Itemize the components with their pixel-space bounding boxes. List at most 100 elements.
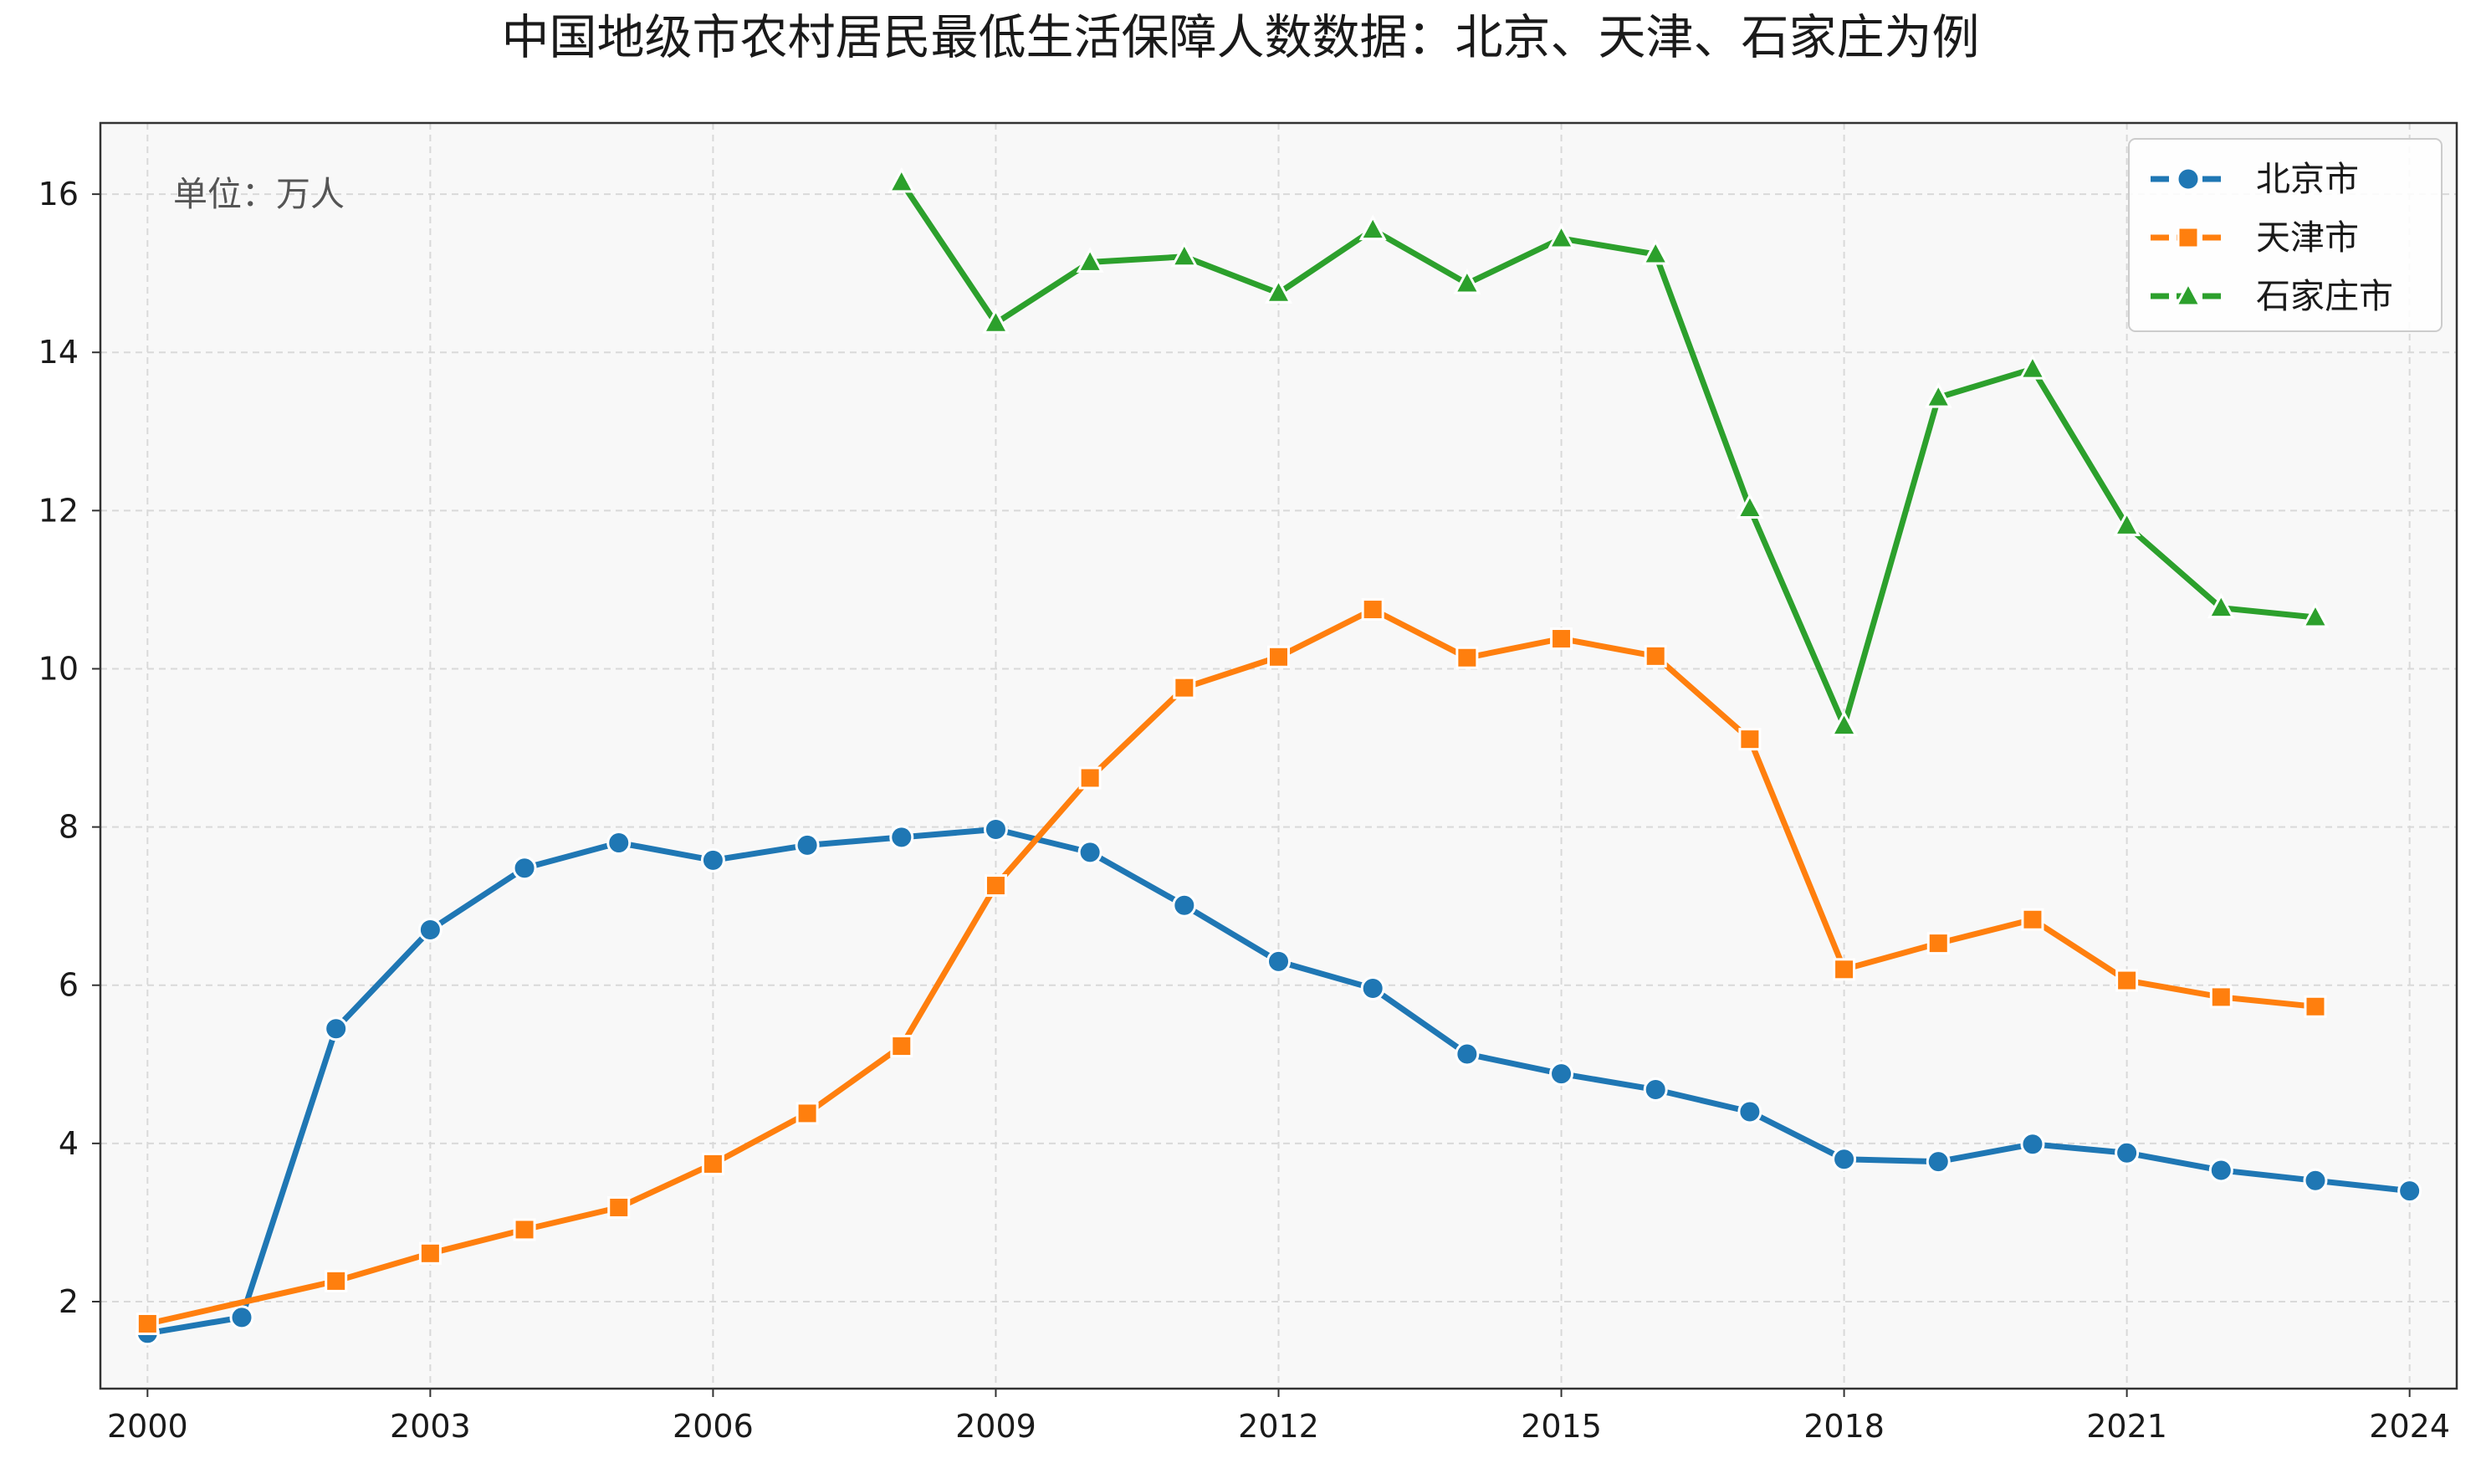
x-tick-label: 2021 [2086,1408,2167,1445]
data-point [984,874,1007,898]
data-point [890,1035,913,1058]
x-tick-label: 2018 [1803,1408,1885,1445]
x-tick-label: 2000 [107,1408,188,1445]
legend-label: 石家庄市 [2256,276,2393,316]
y-tick-label: 6 [59,967,79,1004]
data-point [2207,592,2235,619]
data-point [1643,1077,1668,1103]
data-point [1076,247,1104,273]
data-point [1360,976,1385,1001]
data-point [1547,223,1576,249]
data-point [700,847,725,872]
legend-box [2128,138,2443,332]
data-point [2020,1132,2045,1157]
data-point [1078,766,1102,790]
data-point [325,1269,348,1292]
data-point [513,1218,536,1241]
data-point [1172,893,1197,918]
series-layer [135,166,2422,1346]
data-point [2301,601,2330,628]
data-point [1455,1041,1480,1067]
series-3 [888,166,2330,737]
x-tick-label: 2012 [1238,1408,1319,1445]
y-tick-label: 2 [59,1283,79,1320]
data-point [2018,353,2047,380]
legend-marker [2177,226,2200,249]
data-point [2209,985,2233,1009]
data-point [2208,1158,2233,1183]
legend-item: 天津市 [2151,217,2359,258]
data-point [324,1016,349,1041]
data-point [889,825,914,850]
data-point [1170,241,1199,268]
data-point [2304,995,2327,1018]
y-tick-label: 12 [38,492,79,529]
grid-lines [100,123,2457,1389]
data-point [136,1312,159,1335]
data-point [1266,949,1291,974]
data-point [2115,969,2139,992]
legend-label: 天津市 [2256,217,2359,258]
data-point [418,1241,442,1265]
data-point [795,832,820,857]
data-point [1173,676,1196,699]
chart-title: 中国地级市农村居民最低生活保障人数数据：北京、天津、石家庄为例 [502,10,1980,65]
data-point [607,1195,631,1219]
y-tick-label: 14 [38,334,79,371]
series-1 [135,816,2422,1346]
data-point [795,1102,819,1125]
y-tick-label: 10 [38,650,79,687]
data-point [888,166,916,193]
data-point [1549,1062,1574,1087]
legend-item: 北京市 [2151,159,2359,199]
data-point [1737,1099,1762,1124]
data-point [1738,728,1762,751]
data-point [1926,932,1950,955]
data-point [981,308,1010,334]
data-point [606,831,632,856]
legend-item: 石家庄市 [2151,276,2393,316]
x-tick-label: 2006 [673,1408,754,1445]
data-point [2397,1179,2422,1204]
x-tick-label: 2015 [1521,1408,1602,1445]
data-point [417,918,442,943]
data-point [512,856,537,881]
data-point [229,1305,254,1330]
data-point [1830,710,1859,737]
data-point [2303,1168,2328,1193]
series-2 [136,598,2327,1335]
data-point [1264,278,1293,304]
data-point [1453,268,1481,294]
data-point [1455,646,1479,669]
data-point [983,816,1008,842]
y-tick-label: 4 [59,1125,79,1162]
data-point [1077,840,1102,865]
data-point [1550,627,1573,651]
data-point [2115,1140,2140,1165]
y-tick-label: 16 [38,176,79,212]
unit-annotation: 单位：万人 [173,174,345,214]
data-point [1736,493,1764,519]
data-point [1924,381,1952,408]
data-point [2113,510,2141,536]
x-tick-label: 2024 [2369,1408,2450,1445]
legend-label: 北京市 [2256,159,2359,199]
legend-marker [2176,166,2201,192]
data-point [1641,238,1670,265]
data-point [1267,645,1290,668]
data-point [1361,598,1384,622]
data-point [1644,644,1667,668]
data-point [1926,1149,1951,1174]
data-point [1832,1147,1857,1172]
data-point [1358,214,1387,241]
data-point [701,1152,724,1175]
data-point [1833,958,1856,981]
series-line [898,179,2319,729]
data-point [2021,908,2044,931]
y-tick-label: 8 [59,809,79,846]
legend-marker [2174,280,2202,307]
x-tick-label: 2009 [955,1408,1036,1445]
